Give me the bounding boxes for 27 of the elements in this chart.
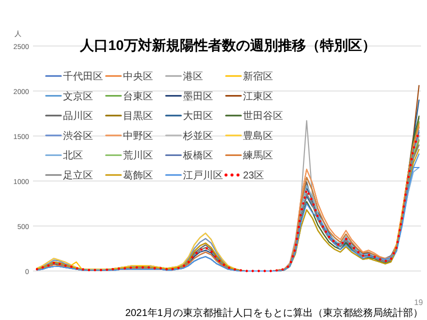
legend-label: 葛飾区 — [123, 170, 153, 182]
legend-label: 中野区 — [123, 130, 153, 142]
legend-label: 墨田区 — [183, 91, 213, 102]
legend-label: 新宿区 — [243, 70, 273, 82]
legend-label: 23区 — [243, 170, 264, 182]
legend-label: 杉並区 — [182, 130, 213, 142]
legend-label: 渋谷区 — [63, 130, 93, 142]
chart-title: 人口10万対新規陽性者数の週別推移（特別区） — [79, 37, 376, 53]
legend-label: 台東区 — [123, 90, 153, 102]
legend-label: 豊島区 — [243, 130, 273, 142]
text: 2021年1月の東京都推計人口をもとに算出（東京都総務局統計部） — [125, 307, 423, 319]
legend-label: 品川区 — [63, 110, 93, 122]
legend-label: 大田区 — [183, 110, 213, 122]
legend-label: 世田谷区 — [243, 110, 283, 122]
legend-label: 江東区 — [243, 90, 273, 102]
legend-label: 足立区 — [63, 170, 93, 182]
legend-label: 江戸川区 — [183, 170, 223, 182]
legend-label: 北区 — [63, 150, 83, 162]
legend-label: 練馬区 — [242, 150, 273, 162]
legend-label: 港区 — [183, 70, 203, 82]
legend-label: 千代田区 — [63, 70, 103, 82]
legend-label: 目黒区 — [123, 111, 153, 122]
legend-label: 荒川区 — [123, 150, 153, 162]
legend-label: 中央区 — [123, 70, 153, 82]
legend-label: 板橋区 — [182, 150, 213, 162]
text: 19 — [414, 298, 424, 307]
legend-label: 文京区 — [63, 90, 93, 102]
